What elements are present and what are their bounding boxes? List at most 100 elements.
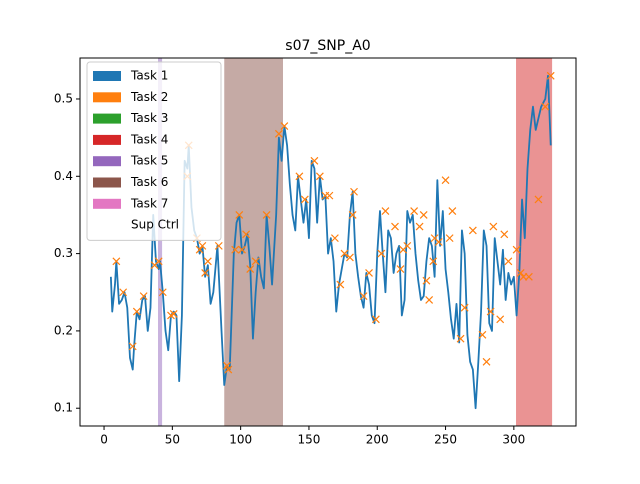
marker [377,249,386,258]
marker [468,226,477,235]
marker [445,234,454,243]
legend-label: Task 4 [130,132,168,146]
marker [158,288,167,297]
marker [280,122,289,130]
marker [242,230,251,239]
marker [496,315,505,324]
marker [410,207,419,216]
legend-swatch [93,198,121,209]
legend-label: Task 7 [130,196,168,210]
marker [112,257,121,266]
y-tick-label: 0.3 [54,246,73,260]
marker [516,268,525,277]
legend-label: Task 2 [130,90,168,104]
legend-swatch [93,134,121,145]
marker [315,172,324,181]
legend-swatch [93,92,121,103]
marker [235,211,244,219]
marker [504,257,513,266]
y-tick-label: 0.5 [54,91,73,105]
marker [246,265,255,273]
marker [330,234,339,243]
x-tick-label: 250 [434,433,457,447]
marker [251,257,260,266]
marker [403,241,412,250]
y-tick-label: 0.1 [54,401,73,415]
marker [429,257,438,266]
legend-label: Sup Ctrl [131,218,179,232]
marker [154,257,163,266]
marker [198,241,207,250]
marker [541,102,550,111]
marker [224,365,233,374]
marker [231,245,240,254]
marker [310,156,319,165]
marker [325,191,334,200]
marker [381,207,390,216]
marker [391,222,399,231]
legend-label: Task 5 [130,154,168,168]
marker [201,268,210,277]
marker [348,211,357,219]
marker [128,342,137,351]
y-tick-label: 0.4 [54,169,73,183]
marker [119,288,128,297]
marker [534,195,543,204]
marker [422,276,431,285]
x-tick-label: 0 [100,433,108,447]
x-tick-label: 200 [366,433,389,447]
marker [415,222,424,231]
axes-frame [79,57,577,427]
marker [350,187,358,196]
marker [139,292,148,301]
x-tick-label: 50 [165,433,180,447]
marker [262,211,271,219]
legend-swatch [93,156,121,167]
chart-title: s07_SNP_A0 [285,38,370,54]
marker [456,334,465,343]
marker [478,330,487,339]
marker [214,241,223,250]
marker [359,292,368,301]
marker [365,268,373,277]
marker [425,296,434,304]
legend-label: Task 3 [130,111,168,125]
marker [486,307,495,316]
legend-label: Task 1 [130,69,168,83]
marker [295,172,304,181]
marker [169,309,178,318]
marker [434,238,443,246]
legend-box [86,61,222,241]
marker [460,303,469,312]
marker [371,315,380,324]
data-line [109,74,552,410]
legend-swatch [93,220,121,231]
marker [300,195,309,204]
marker [524,272,533,281]
marker [441,176,450,185]
marker [512,245,521,254]
marker [489,222,498,231]
marker [346,253,354,262]
marker [396,265,405,273]
marker [340,249,349,258]
marker [546,71,555,80]
marker [500,230,509,239]
marker [238,245,246,254]
marker [336,280,345,289]
marker [203,257,212,266]
marker [482,357,491,366]
marker [448,207,457,216]
marker [274,129,283,138]
marker [132,307,141,316]
y-tick-label: 0.2 [54,323,73,337]
x-tick-label: 300 [502,433,525,447]
legend-swatch [93,113,121,124]
legend-label: Task 6 [130,175,168,189]
shaded-span [157,58,163,426]
legend-swatch [93,177,121,188]
legend-swatch [93,71,121,81]
x-tick-label: 100 [229,433,252,447]
